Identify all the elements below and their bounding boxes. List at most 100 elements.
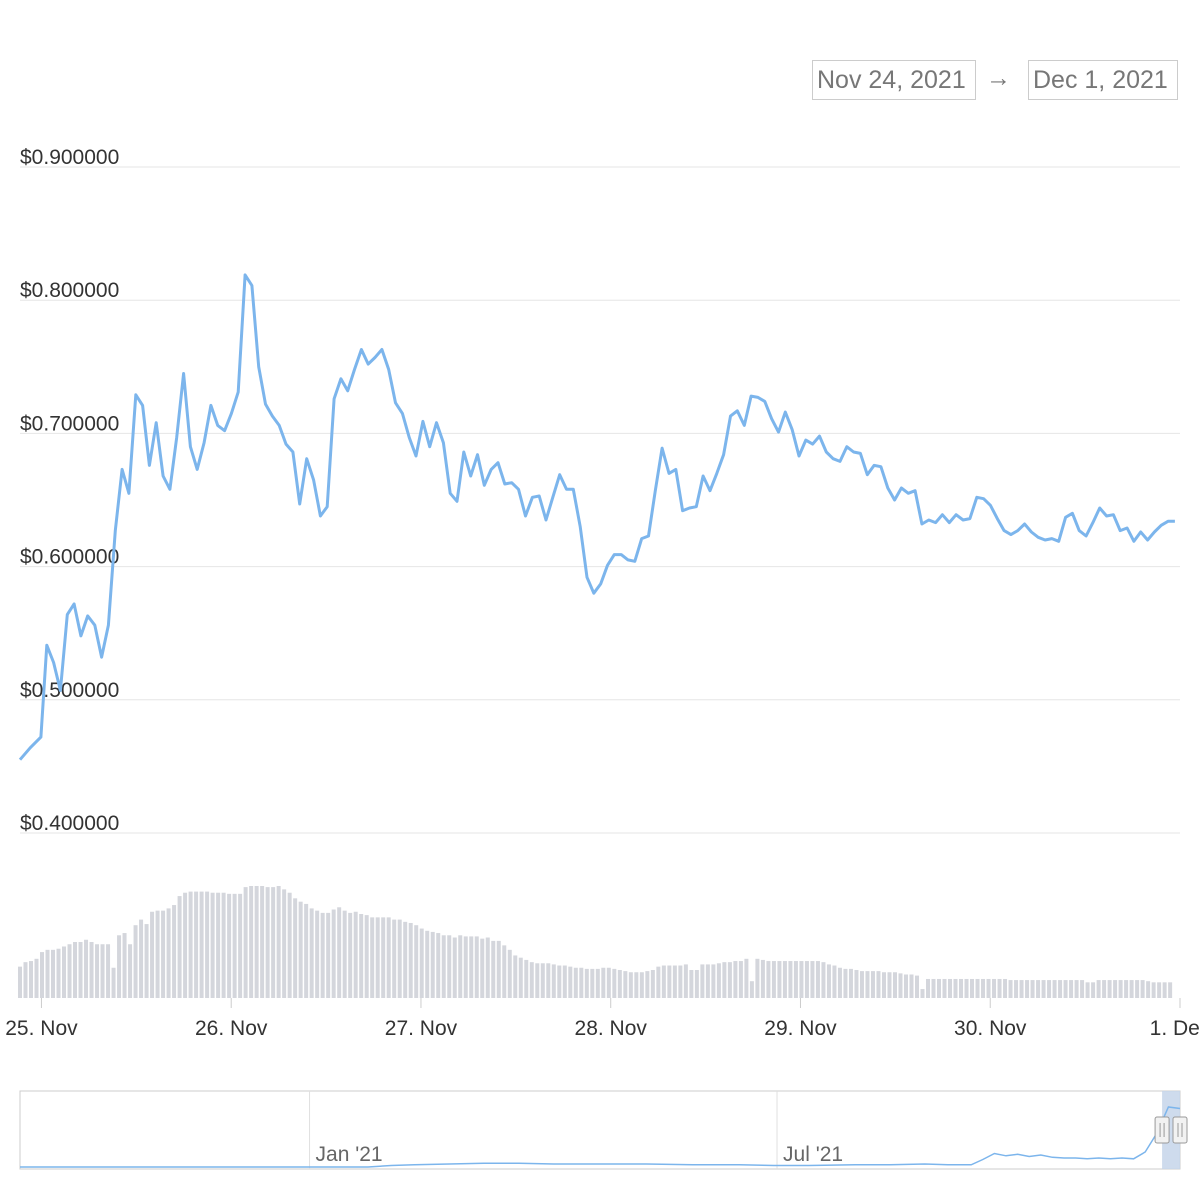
navigator[interactable]: Jan '21 Jul '21 xyxy=(19,1090,1188,1170)
volume-bar xyxy=(139,919,144,998)
volume-bar xyxy=(1063,980,1068,998)
volume-bar xyxy=(128,944,133,998)
volume-bar xyxy=(766,961,771,998)
volume-bar xyxy=(507,949,512,998)
volume-bar xyxy=(1140,980,1145,998)
volume-bar xyxy=(826,964,831,998)
volume-bar xyxy=(953,978,958,998)
volume-bar xyxy=(375,917,380,998)
volume-bar xyxy=(909,974,914,998)
y-axis-labels: $0.900000 $0.800000 $0.700000 $0.600000 $0.5… xyxy=(20,146,119,835)
volume-bar xyxy=(265,887,270,998)
volume-bar xyxy=(84,939,89,998)
volume-bar xyxy=(232,893,237,998)
volume-bar xyxy=(364,915,369,998)
volume-bar xyxy=(210,892,215,998)
volume-bar xyxy=(452,937,457,998)
navigator-handle[interactable] xyxy=(1154,1116,1170,1144)
x-axis-labels: 25. Nov 26. Nov 27. Nov 28. Nov 29. Nov 30. N… xyxy=(5,998,1200,1040)
volume-bar xyxy=(1069,980,1074,998)
volume-bar xyxy=(67,944,72,998)
volume-bar xyxy=(832,965,837,998)
volume-bar xyxy=(342,910,347,998)
range-to-input[interactable]: Dec 1, 2021 xyxy=(1028,60,1178,100)
volume-bar xyxy=(612,968,617,998)
volume-bar xyxy=(254,886,259,998)
volume-bar xyxy=(799,961,804,998)
volume-bar xyxy=(298,901,303,998)
volume-bar xyxy=(1135,980,1140,998)
volume-bar xyxy=(590,968,595,998)
volume-bar xyxy=(595,968,600,998)
volume-bar xyxy=(948,978,953,998)
volume-bar xyxy=(606,967,611,998)
y-tick-label: $0.400000 xyxy=(20,812,119,835)
navigator-handle[interactable] xyxy=(1172,1116,1188,1144)
volume-bar xyxy=(474,936,479,998)
volume-bar xyxy=(727,962,732,998)
volume-bar xyxy=(1124,980,1129,998)
volume-bar xyxy=(1003,978,1008,998)
range-arrow: → xyxy=(986,64,1011,92)
volume-bar xyxy=(628,972,633,998)
volume-bar xyxy=(645,971,650,998)
volume-bar xyxy=(392,919,397,998)
volume-bar xyxy=(177,896,182,998)
y-tick-label: $0.500000 xyxy=(20,679,119,702)
volume-bar xyxy=(1085,982,1090,998)
volume-bar xyxy=(959,978,964,998)
volume-bar xyxy=(216,892,221,998)
volume-bar xyxy=(463,936,468,998)
y-tick-label: $0.800000 xyxy=(20,279,119,302)
volume-bar xyxy=(441,935,446,998)
volume-bar xyxy=(1019,980,1024,998)
volume-bar xyxy=(914,975,919,998)
volume-bar xyxy=(678,965,683,998)
volume-bar xyxy=(744,958,749,998)
volume-bar xyxy=(293,898,298,998)
volume-bar xyxy=(876,971,881,998)
volume-bar xyxy=(1052,980,1057,998)
volume-bar xyxy=(1168,982,1173,998)
volume-bar xyxy=(716,963,721,998)
x-tick-label: 28. Nov xyxy=(575,1017,648,1040)
volume-bar xyxy=(502,945,507,998)
range-from-input[interactable]: Nov 24, 2021 xyxy=(812,60,976,100)
volume-bar xyxy=(320,912,325,998)
volume-bar xyxy=(117,935,122,998)
volume-bar xyxy=(491,940,496,998)
volume-bar xyxy=(661,965,666,998)
volume-bar xyxy=(315,910,320,998)
price-line xyxy=(18,273,1175,761)
volume-bar xyxy=(496,940,501,998)
volume-bar xyxy=(205,891,210,998)
volume-bar xyxy=(694,970,699,998)
volume-bar xyxy=(1096,980,1101,998)
volume-bar xyxy=(271,887,276,998)
volume-bar xyxy=(95,944,100,998)
volume-bar xyxy=(1080,980,1085,998)
volume-bar xyxy=(1025,980,1030,998)
volume-bar xyxy=(414,925,419,998)
y-tick-label: $0.700000 xyxy=(20,412,119,435)
volume-bar xyxy=(425,930,430,998)
volume-bar xyxy=(326,912,331,998)
volume-bar xyxy=(573,967,578,998)
volume-bar xyxy=(199,891,204,998)
volume-bar xyxy=(925,978,930,998)
volume-bar xyxy=(887,972,892,998)
navigator-x-label: Jan '21 xyxy=(316,1143,383,1166)
volume-bar xyxy=(513,955,518,998)
volume-bar xyxy=(634,972,639,998)
volume-bar xyxy=(810,961,815,998)
y-tick-label: $0.900000 xyxy=(20,146,119,169)
volume-bar xyxy=(821,962,826,998)
volume-bar xyxy=(931,978,936,998)
volume-bar xyxy=(331,909,336,998)
volume-bar xyxy=(1014,980,1019,998)
volume-bar xyxy=(639,972,644,998)
volume-bar xyxy=(348,912,353,998)
volume-bar xyxy=(981,978,986,998)
volume-bar xyxy=(689,970,694,998)
